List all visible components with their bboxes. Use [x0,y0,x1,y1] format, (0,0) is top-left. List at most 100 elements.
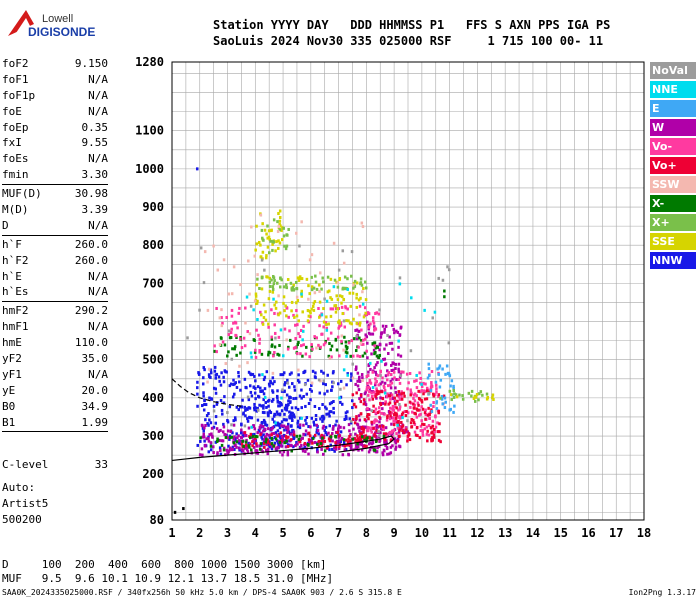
echo-point [424,382,427,386]
echo-point [380,411,383,415]
echo-point [263,445,266,449]
echo-point [344,415,348,419]
echo-point [398,381,402,385]
echo-point [226,429,230,433]
x-tick-label: 5 [279,526,286,540]
echo-point [370,352,373,356]
echo-point [406,419,409,423]
echo-point [356,423,360,427]
echo-point [249,373,253,377]
echo-point [300,406,303,410]
echo-point [293,315,296,319]
echo-point [357,426,360,430]
echo-point [423,397,427,401]
echo-point [392,416,395,420]
echo-point [310,253,314,257]
echo-point [353,279,357,283]
echo-point [393,331,396,335]
echo-point [357,440,360,444]
echo-point [268,384,271,388]
echo-point [378,353,382,357]
echo-point [382,428,385,432]
echo-point [320,369,323,373]
echo-point [375,387,378,391]
echo-point [230,423,233,427]
echo-point [440,394,444,398]
echo-point [209,441,213,445]
echo-point [308,355,311,359]
echo-point [275,439,279,443]
echo-point [331,447,334,451]
echo-point [258,373,261,377]
echo-point [327,412,330,416]
echo-point [378,415,381,419]
echo-point [338,441,342,445]
y-tick-label: 1000 [135,162,164,176]
echo-point [315,423,319,427]
echo-point [265,370,269,374]
echo-point [414,433,418,437]
echo-point [248,442,252,446]
echo-point [203,439,206,443]
echo-point [369,428,373,432]
echo-point [236,436,239,440]
echo-point [356,442,359,446]
echo-point [214,391,218,395]
echo-point [273,345,277,349]
echo-point [308,292,311,296]
echo-point [333,278,337,282]
echo-point [233,382,236,386]
echo-point [439,440,442,444]
echo-point [222,380,226,384]
echo-point [266,275,269,279]
echo-point [352,317,355,321]
echo-point [336,307,339,311]
echo-point [285,306,289,310]
echo-point [313,300,317,304]
echo-point [378,438,382,442]
echo-point [435,390,438,394]
parameter-value: N/A [88,285,108,299]
echo-point [237,434,240,438]
echo-point [373,344,376,348]
echo-point [385,434,389,438]
echo-point [245,438,248,442]
dashed-trace-line [171,378,242,407]
echo-point [425,425,429,429]
echo-point [198,308,201,312]
parameter-value: 260.0 [74,237,108,251]
echo-point [370,420,373,424]
echo-point [346,277,349,281]
echo-point [238,448,241,452]
echo-point [267,350,270,354]
echo-point [327,437,331,441]
echo-point [448,374,452,378]
echo-point [370,394,374,398]
echo-point [291,382,294,386]
echo-point [325,323,328,327]
echo-point [386,392,389,396]
echo-point [331,385,334,389]
echo-point [317,439,321,443]
echo-point [198,453,202,457]
echo-point [328,439,332,443]
echo-point [226,436,229,440]
echo-point [280,403,283,407]
echo-point [452,389,455,393]
echo-point [294,336,297,340]
echo-point [207,367,211,371]
echo-point [279,328,283,332]
echo-point [345,383,348,387]
echo-point [420,419,423,423]
echo-point [239,336,242,340]
echo-point [276,412,280,416]
echo-point [278,285,282,289]
echo-point [322,280,325,284]
echo-point [271,290,275,294]
echo-point [219,383,223,387]
echo-point [377,312,381,316]
echo-point [491,396,494,400]
echo-point [394,390,398,394]
echo-point [368,379,372,383]
echo-point [204,403,208,407]
